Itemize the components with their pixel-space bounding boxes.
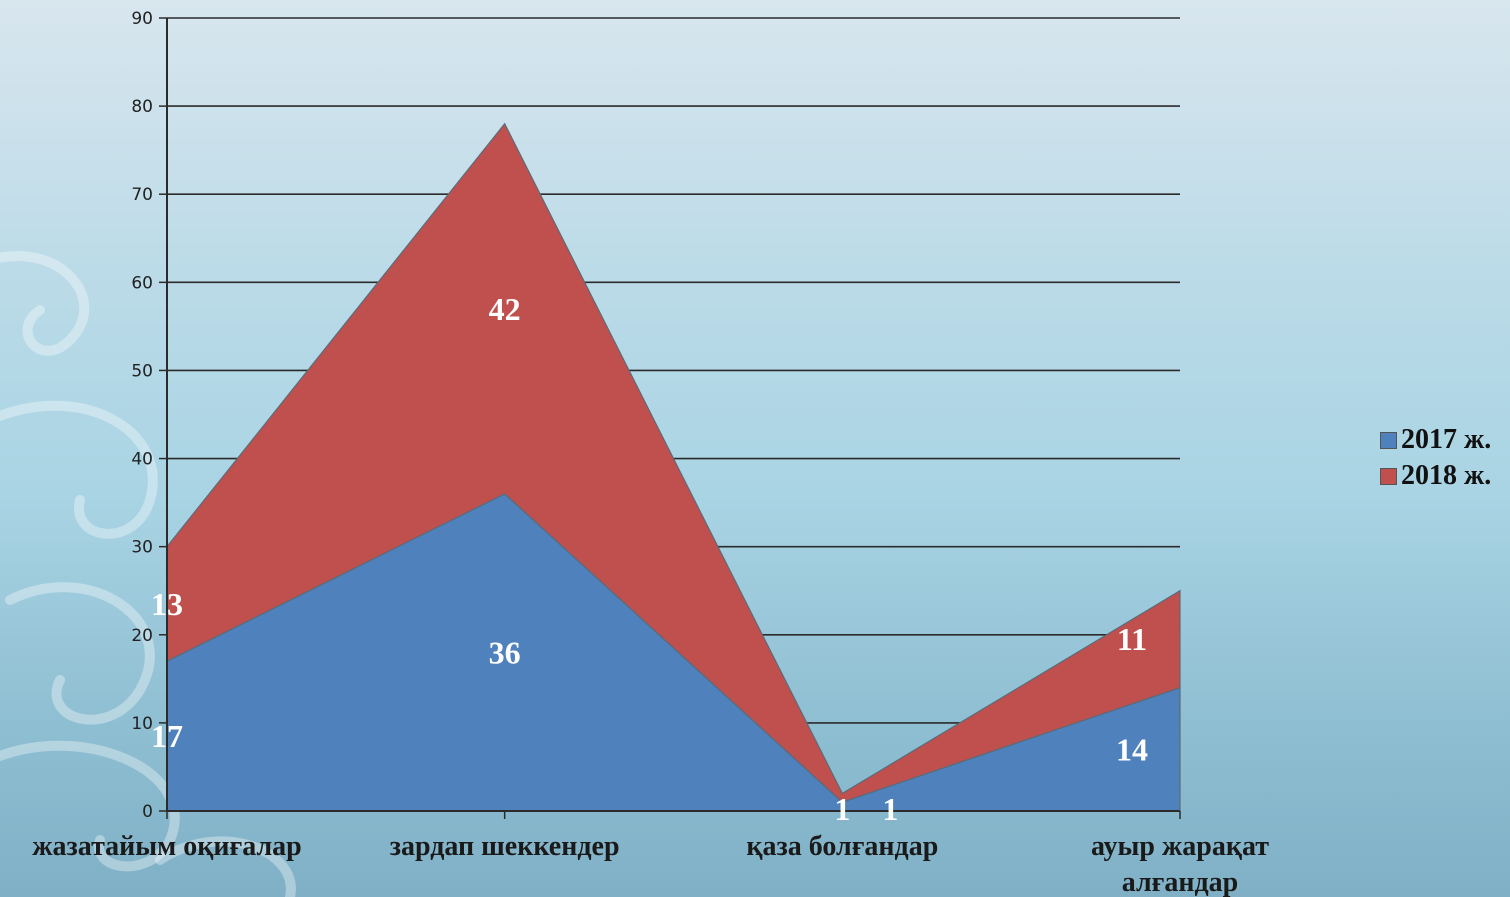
legend-item-2017: 2017 ж.: [1380, 422, 1491, 458]
y-tick-label: 50: [131, 361, 153, 381]
legend-swatch-2017: [1380, 431, 1397, 449]
area-series-1: [166, 122, 1181, 803]
data-label-1-0: 13: [151, 586, 183, 622]
y-tick-label: 40: [131, 450, 153, 470]
data-label-1-3: 11: [1117, 621, 1147, 657]
y-tick-label: 90: [131, 9, 153, 29]
y-tick-label: 80: [131, 97, 153, 117]
y-tick-label: 20: [131, 626, 153, 646]
y-tick-label: 70: [131, 185, 153, 205]
x-category-label: зардап шеккендер: [390, 831, 620, 862]
y-tick-label: 30: [131, 538, 153, 558]
plot-areas: [166, 122, 1181, 812]
data-label-0-3: 14: [1116, 731, 1148, 767]
data-label-1-2: 1: [882, 791, 898, 827]
legend: 2017 ж. 2018 ж.: [1380, 422, 1491, 494]
data-label-0-2: 1: [834, 791, 850, 827]
data-label-1-1: 42: [489, 291, 521, 327]
x-category-label: қаза болғандар: [746, 831, 938, 862]
y-tick-label: 60: [131, 273, 153, 293]
x-category-label: жазатайым оқиғалар: [32, 831, 302, 862]
data-label-0-0: 17: [151, 718, 183, 754]
axes: [166, 18, 1181, 819]
legend-label-2018: 2018 ж.: [1401, 460, 1492, 491]
legend-swatch-2018: [1380, 467, 1397, 485]
data-label-0-1: 36: [489, 634, 521, 670]
x-category-label: ауыр жарақат алғандар: [1091, 831, 1269, 897]
legend-label-2017: 2017 ж.: [1401, 424, 1492, 455]
y-axis-ticks: 0 10 20 30 40 50 60 70 80 90: [131, 9, 167, 822]
legend-item-2018: 2018 ж.: [1380, 458, 1491, 494]
x-axis-labels: жазатайым оқиғалар зардап шеккендер қаза б…: [32, 831, 1269, 897]
y-tick-label: 10: [131, 714, 153, 734]
y-tick-label: 0: [142, 802, 153, 822]
